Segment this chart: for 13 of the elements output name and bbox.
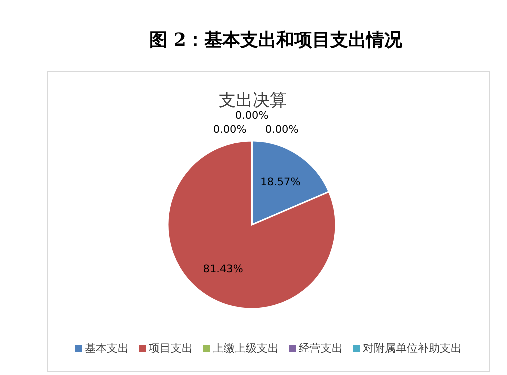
chart-title: 图 2：基本支出和项目支出情况 <box>150 30 404 51</box>
legend-label: 上缴上级支出 <box>213 342 279 355</box>
legend-label: 基本支出 <box>85 342 129 355</box>
legend-label: 对附属单位补助支出 <box>363 342 462 355</box>
pie-slice <box>167 140 337 310</box>
text: 0.00% <box>213 124 247 136</box>
data-label: 81.43% <box>203 263 244 276</box>
legend-label: 项目支出 <box>149 342 193 355</box>
text: 0.00% <box>265 124 299 136</box>
legend-label: 经营支出 <box>299 342 343 355</box>
text: 0.00% <box>235 110 269 122</box>
chart-subtitle: 支出决算 <box>219 91 287 111</box>
data-label: 18.57% <box>260 176 301 189</box>
